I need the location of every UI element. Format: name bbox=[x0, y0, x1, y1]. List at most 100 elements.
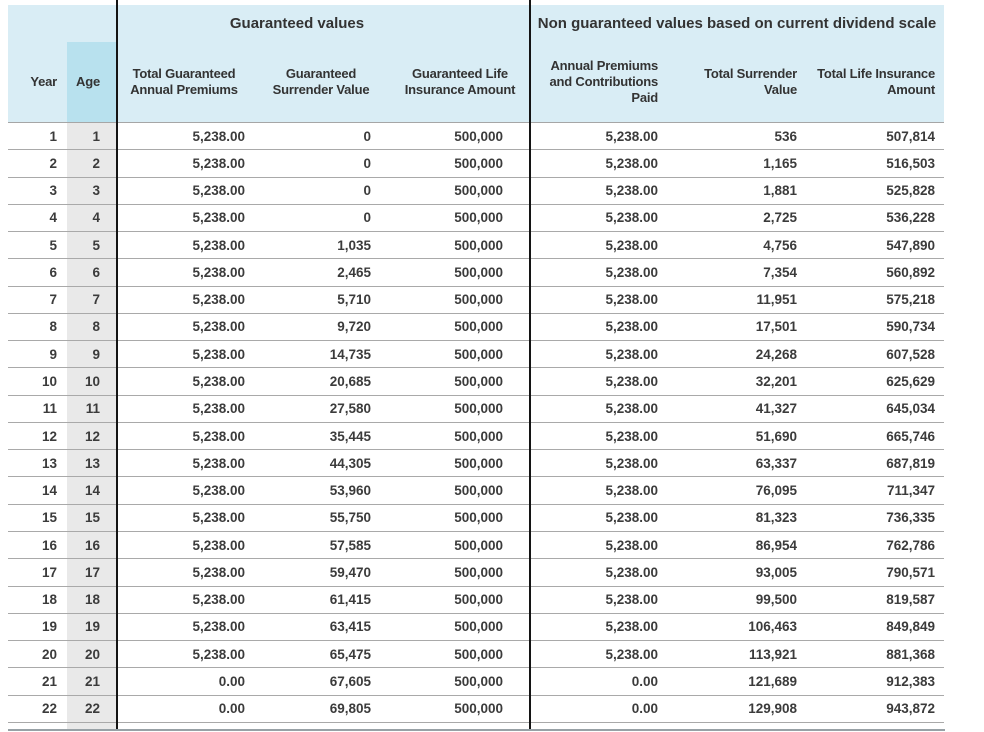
cell-age: 18 bbox=[67, 586, 116, 614]
cell-annual-premiums-paid: 5,238.00 bbox=[530, 559, 665, 587]
cell-guaranteed-annual-premiums: 0.00 bbox=[116, 696, 252, 723]
cell-age: 3 bbox=[67, 177, 116, 205]
cell-annual-premiums-paid: 5,238.00 bbox=[530, 614, 665, 642]
cell-guaranteed-annual-premiums: 5,238.00 bbox=[116, 505, 252, 532]
cell-age: 10 bbox=[67, 368, 116, 396]
cell-total-surrender-value: 93,005 bbox=[665, 559, 805, 587]
cell-guaranteed-life-insurance-amount: 500,000 bbox=[390, 178, 530, 205]
cell-year: 21 bbox=[8, 668, 67, 696]
cell-year: 2 bbox=[8, 150, 67, 178]
cell-total-life-insurance-amount: 912,383 bbox=[805, 668, 944, 696]
cell-annual-premiums-paid: 5,238.00 bbox=[530, 477, 665, 505]
cell-total-life-insurance-amount: 943,872 bbox=[805, 696, 944, 723]
column-header-year: Year bbox=[30, 74, 57, 89]
cell-annual-premiums-paid: 5,238.00 bbox=[530, 368, 665, 396]
cell-age: 12 bbox=[67, 422, 116, 451]
cell-age: 8 bbox=[67, 313, 116, 342]
cell-total-surrender-value: 76,095 bbox=[665, 477, 805, 505]
header-corner bbox=[8, 5, 116, 42]
cell-total-life-insurance-amount: 790,571 bbox=[805, 559, 944, 587]
cell-guaranteed-surrender-value: 35,445 bbox=[252, 423, 390, 451]
cell-total-life-insurance-amount: 687,819 bbox=[805, 450, 944, 478]
cell-guaranteed-annual-premiums: 5,238.00 bbox=[116, 641, 252, 669]
cell-year: 18 bbox=[8, 587, 67, 614]
cell-total-life-insurance-amount: 849,849 bbox=[805, 614, 944, 642]
cell-guaranteed-life-insurance-amount: 500,000 bbox=[390, 477, 530, 505]
cell-guaranteed-annual-premiums: 5,238.00 bbox=[116, 587, 252, 614]
cell-guaranteed-annual-premiums: 5,238.00 bbox=[116, 314, 252, 342]
column-header-age: Age bbox=[67, 42, 116, 122]
cell-guaranteed-life-insurance-amount: 500,000 bbox=[390, 150, 530, 178]
cell-guaranteed-life-insurance-amount: 500,000 bbox=[390, 587, 530, 614]
cell-guaranteed-annual-premiums: 5,238.00 bbox=[116, 559, 252, 587]
cell-year: 10 bbox=[8, 368, 67, 396]
cell-annual-premiums-paid: 0.00 bbox=[530, 668, 665, 696]
cell-year: 11 bbox=[8, 396, 67, 423]
cell-age: 17 bbox=[67, 559, 116, 587]
cell-annual-premiums-paid: 5,238.00 bbox=[530, 423, 665, 451]
cell-age: 21 bbox=[67, 668, 116, 696]
group-header-non-guaranteed-values: Non guaranteed values based on current d… bbox=[537, 15, 937, 32]
cell-total-life-insurance-amount: 560,892 bbox=[805, 259, 944, 287]
cell-guaranteed-surrender-value: 0 bbox=[252, 150, 390, 178]
cell-guaranteed-surrender-value: 0 bbox=[252, 205, 390, 233]
age-column-footer-strip bbox=[67, 723, 116, 729]
cell-guaranteed-life-insurance-amount: 500,000 bbox=[390, 123, 530, 151]
cell-total-surrender-value: 81,323 bbox=[665, 505, 805, 532]
cell-guaranteed-annual-premiums: 5,238.00 bbox=[116, 423, 252, 451]
cell-annual-premiums-paid: 0.00 bbox=[530, 696, 665, 723]
cell-year: 3 bbox=[8, 178, 67, 205]
cell-age: 20 bbox=[67, 641, 116, 669]
cell-year: 15 bbox=[8, 505, 67, 532]
column-header-total-surrender-value: Total Surrender Value bbox=[704, 66, 797, 97]
column-header-total-life-insurance-amount: Total Life Insurance Amount bbox=[817, 66, 935, 97]
cell-guaranteed-surrender-value: 67,605 bbox=[252, 668, 390, 696]
cell-year: 5 bbox=[8, 232, 67, 260]
cell-annual-premiums-paid: 5,238.00 bbox=[530, 450, 665, 478]
cell-guaranteed-annual-premiums: 5,238.00 bbox=[116, 450, 252, 478]
cell-year: 17 bbox=[8, 559, 67, 587]
cell-guaranteed-surrender-value: 53,960 bbox=[252, 477, 390, 505]
table-header: Guaranteed values Non guaranteed values … bbox=[8, 5, 944, 123]
cell-age: 19 bbox=[67, 613, 116, 642]
cell-total-surrender-value: 1,165 bbox=[665, 150, 805, 178]
cell-age: 5 bbox=[67, 232, 116, 260]
cell-guaranteed-surrender-value: 9,720 bbox=[252, 314, 390, 342]
group-header-guaranteed-values: Guaranteed values bbox=[229, 15, 365, 32]
cell-guaranteed-annual-premiums: 5,238.00 bbox=[116, 532, 252, 560]
table-body: 1 1 5,238.00 0 500,000 5,238.00 536 507,814 2 2 5,… bbox=[8, 123, 944, 723]
cell-age: 4 bbox=[67, 204, 116, 233]
cell-guaranteed-life-insurance-amount: 500,000 bbox=[390, 559, 530, 587]
cell-total-life-insurance-amount: 645,034 bbox=[805, 396, 944, 423]
cell-guaranteed-annual-premiums: 5,238.00 bbox=[116, 178, 252, 205]
cell-guaranteed-life-insurance-amount: 500,000 bbox=[390, 396, 530, 423]
cell-guaranteed-life-insurance-amount: 500,000 bbox=[390, 205, 530, 233]
cell-age: 16 bbox=[67, 531, 116, 560]
cell-guaranteed-surrender-value: 27,580 bbox=[252, 396, 390, 423]
cell-annual-premiums-paid: 5,238.00 bbox=[530, 123, 665, 151]
cell-age: 13 bbox=[67, 450, 116, 478]
section-divider-right bbox=[529, 0, 531, 729]
cell-guaranteed-life-insurance-amount: 500,000 bbox=[390, 532, 530, 560]
cell-guaranteed-life-insurance-amount: 500,000 bbox=[390, 259, 530, 287]
cell-guaranteed-surrender-value: 61,415 bbox=[252, 587, 390, 614]
cell-annual-premiums-paid: 5,238.00 bbox=[530, 205, 665, 233]
cell-total-surrender-value: 99,500 bbox=[665, 587, 805, 614]
cell-guaranteed-life-insurance-amount: 500,000 bbox=[390, 696, 530, 723]
cell-total-surrender-value: 24,268 bbox=[665, 341, 805, 369]
cell-age: 9 bbox=[67, 341, 116, 369]
cell-guaranteed-annual-premiums: 5,238.00 bbox=[116, 287, 252, 314]
cell-total-life-insurance-amount: 536,228 bbox=[805, 205, 944, 233]
cell-guaranteed-surrender-value: 5,710 bbox=[252, 287, 390, 314]
cell-total-life-insurance-amount: 711,347 bbox=[805, 477, 944, 505]
cell-guaranteed-surrender-value: 57,585 bbox=[252, 532, 390, 560]
cell-guaranteed-life-insurance-amount: 500,000 bbox=[390, 614, 530, 642]
cell-guaranteed-surrender-value: 20,685 bbox=[252, 368, 390, 396]
cell-year: 6 bbox=[8, 259, 67, 287]
column-header-guaranteed-surrender-value: Guaranteed Surrender Value bbox=[272, 66, 370, 97]
cell-year: 13 bbox=[8, 450, 67, 478]
cell-guaranteed-annual-premiums: 5,238.00 bbox=[116, 205, 252, 233]
cell-year: 1 bbox=[8, 123, 67, 151]
cell-total-life-insurance-amount: 547,890 bbox=[805, 232, 944, 260]
cell-guaranteed-surrender-value: 2,465 bbox=[252, 259, 390, 287]
